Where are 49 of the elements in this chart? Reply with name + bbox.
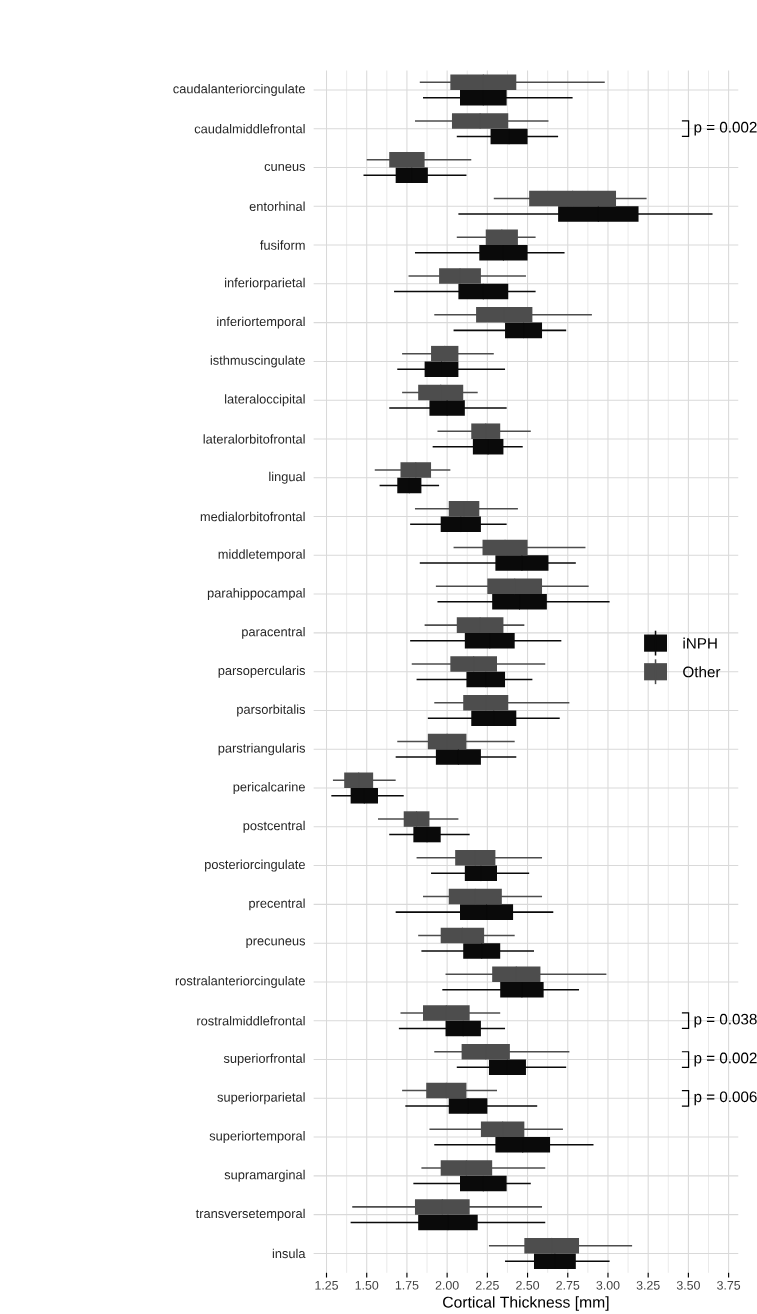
y-tick-label: parsopercularis <box>218 665 305 678</box>
y-tick-label: precuneus <box>246 938 305 948</box>
y-tick-label: lingual <box>269 471 305 484</box>
y-tick-label: fusiform <box>259 240 305 250</box>
y-tick-label: parsorbitalis <box>236 704 305 717</box>
annotation: p = 0.006 <box>694 1091 757 1106</box>
x-axis-title: Cortical Thickness [mm] <box>442 1296 609 1311</box>
x-tick-label: 2.00 <box>435 1280 459 1290</box>
y-tick-label: parstriangularis <box>218 743 305 756</box>
y-tick-label: inferiorparietal <box>224 277 305 290</box>
x-tick-label: 3.00 <box>596 1280 620 1290</box>
y-tick-label: medialorbitofrontal <box>200 511 305 522</box>
y-tick-label: posteriorcingulate <box>204 859 305 872</box>
x-tick-label: 1.75 <box>395 1280 419 1290</box>
annotation: p = 0.002 <box>694 1052 757 1067</box>
legend-label: iNPH <box>683 637 717 649</box>
annotation: p = 0.002 <box>694 121 757 136</box>
y-tick-label: rostralanteriorcingulate <box>175 975 305 988</box>
y-tick-label: insula <box>272 1248 306 1259</box>
y-tick-label: lateraloccipital <box>224 394 305 407</box>
y-tick-label: pericalcarine <box>233 782 305 795</box>
y-tick-label: parahippocampal <box>207 588 305 601</box>
y-tick-label: precentral <box>249 898 305 911</box>
x-tick-label: 3.25 <box>636 1280 660 1290</box>
y-tick-label: middletemporal <box>218 549 305 562</box>
y-tick-label: entorhinal <box>249 201 305 211</box>
y-tick-label: superiortemporal <box>209 1131 305 1144</box>
y-tick-label: transversetemporal <box>195 1208 305 1221</box>
y-tick-label: postcentral <box>243 820 305 833</box>
x-tick-label: 2.25 <box>475 1280 499 1290</box>
x-tick-label: 2.50 <box>515 1280 539 1290</box>
x-tick-label: 1.25 <box>315 1280 338 1290</box>
legend-label: Other <box>682 666 721 678</box>
x-tick-label: 2.75 <box>556 1280 580 1290</box>
y-tick-label: isthmuscingulate <box>210 355 305 368</box>
annotation: p = 0.038 <box>694 1013 757 1028</box>
y-tick-label: superiorparietal <box>217 1092 305 1105</box>
x-tick-label: 3.75 <box>716 1280 740 1290</box>
y-tick-label: caudalmiddlefrontal <box>194 123 305 134</box>
y-tick-label: paracentral <box>241 626 305 639</box>
x-tick-label: 3.50 <box>676 1280 700 1290</box>
y-tick-label: rostralmiddlefrontal <box>197 1016 305 1026</box>
y-tick-label: superiorfrontal <box>223 1053 305 1066</box>
y-tick-label: lateralorbitofrontal <box>203 434 305 444</box>
y-tick-label: inferiortemporal <box>217 316 305 329</box>
y-tick-label: supramarginal <box>224 1169 305 1182</box>
y-tick-label: caudalanteriorcingulate <box>173 83 305 96</box>
y-tick-label: cuneus <box>264 163 305 171</box>
x-tick-label: 1.50 <box>355 1280 379 1290</box>
